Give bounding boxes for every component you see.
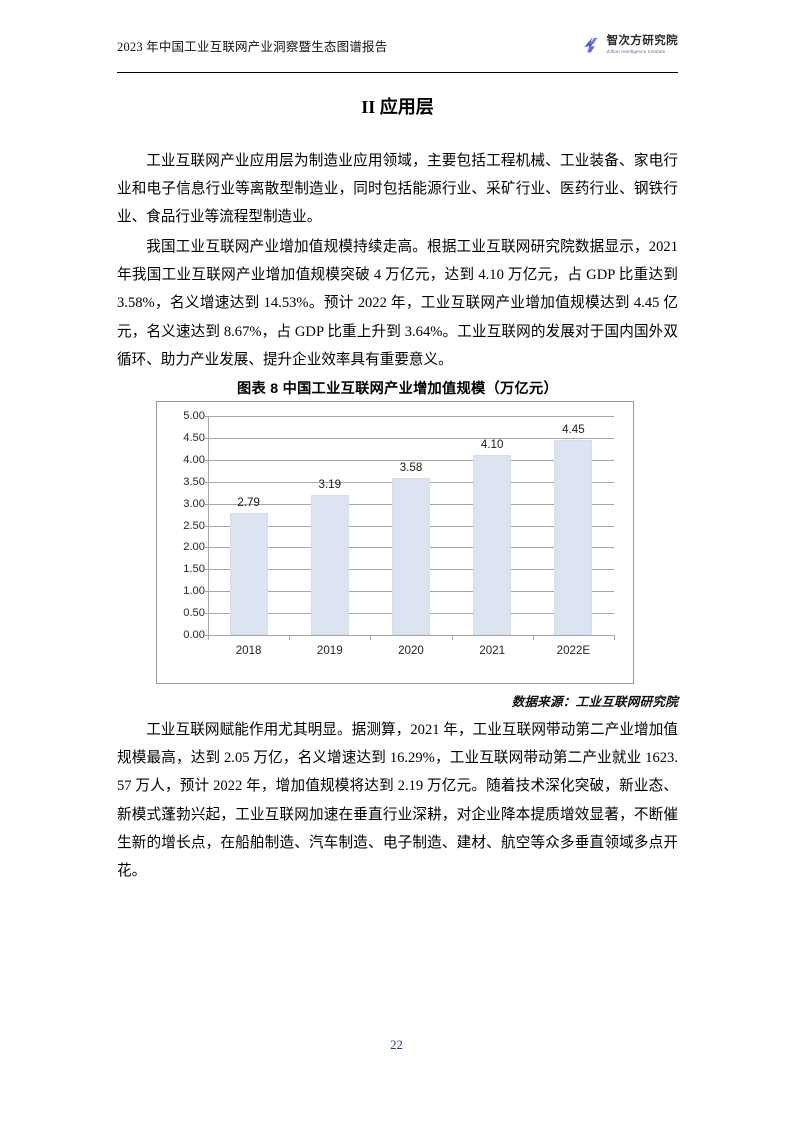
chart-x-tick-label: 2018 xyxy=(235,644,262,657)
body-paragraph-3: 工业互联网赋能作用尤其明显。据测算，2021 年，工业互联网带动第二产业增加值规… xyxy=(117,722,678,880)
logo-english-name: Zillion Intelligence Institute xyxy=(606,48,666,54)
chart-y-tick xyxy=(204,591,208,593)
chart-gridline xyxy=(208,459,614,461)
chart-bar xyxy=(392,478,430,635)
chart-y-tick xyxy=(204,569,208,571)
chart-bar xyxy=(229,512,268,635)
chart-y-tick xyxy=(204,547,208,549)
logo-chinese-name: 智次方研究院 xyxy=(606,35,678,48)
chart-x-axis: 2018 2019 2020 2021 2022E xyxy=(208,635,615,669)
chart-y-tick-label: 4.50 xyxy=(183,431,205,444)
chart-y-tick-label: 1.50 xyxy=(183,563,205,576)
chart-y-tick-label: 4.00 xyxy=(183,453,205,466)
bar-chart: 5.00 4.50 4.00 3.50 3.00 2.50 2.00 1.50 1.00 0.50… xyxy=(156,401,634,684)
chart-gridline xyxy=(208,635,614,636)
chart-y-tick-label: 3.00 xyxy=(183,497,205,510)
chart-y-tick xyxy=(204,525,208,527)
header-divider-rule xyxy=(117,72,678,73)
chart-y-tick xyxy=(204,613,208,615)
chart-bar xyxy=(554,440,593,635)
chart-y-tick xyxy=(204,459,208,461)
chart-y-tick xyxy=(204,635,208,636)
chart-y-tick-label: 2.50 xyxy=(183,519,205,532)
chart-y-tick xyxy=(204,503,208,505)
chart-x-tick xyxy=(370,635,372,640)
figure-caption: 图表 8 中国工业互联网产业增加值规模（万亿元） xyxy=(237,381,558,397)
chart-bar-value-label: 2.79 xyxy=(237,495,260,509)
chart-bar-value-label: 4.45 xyxy=(562,423,585,437)
chart-y-tick-label: 3.50 xyxy=(183,475,205,488)
chart-bar-value-label: 3.19 xyxy=(318,478,342,492)
chart-bar xyxy=(473,455,512,635)
chart-x-tick-label: 2020 xyxy=(398,644,424,657)
zillion-z-logo-icon xyxy=(583,37,598,53)
logo-text: 智次方研究院 Zillion Intelligence Institute xyxy=(607,36,678,54)
body-paragraph-2: 我国工业互联网产业增加值规模持续走高。根据工业互联网研究院数据显示，2021 年… xyxy=(117,239,678,368)
chart-y-tick xyxy=(204,481,208,483)
chart-y-tick-label: 0.50 xyxy=(183,607,205,620)
page-number: 22 xyxy=(390,1038,403,1052)
chart-x-tick-label: 2022E xyxy=(556,644,591,657)
chart-x-tick xyxy=(614,635,615,640)
chart-bar xyxy=(310,495,349,635)
chart-x-tick-label: 2021 xyxy=(479,644,506,657)
chart-x-tick xyxy=(451,635,453,640)
chart-y-axis-labels: 5.00 4.50 4.00 3.50 3.00 2.50 2.00 1.50 1.00 0.50… xyxy=(157,410,205,641)
chart-bar-value-label: 3.58 xyxy=(399,461,423,475)
chart-y-tick-label: 2.00 xyxy=(183,541,205,554)
chart-y-tick-label: 1.00 xyxy=(183,585,205,598)
chart-x-tick xyxy=(289,635,291,640)
chart-y-tick xyxy=(204,416,208,417)
figure-source-note: 数据来源：工业互联网研究院 xyxy=(511,695,678,709)
chart-gridline xyxy=(208,416,614,417)
publisher-logo: 智次方研究院 Zillion Intelligence Institute xyxy=(581,34,678,56)
header-report-title: 2023 年中国工业互联网产业洞察暨生态图谱报告 xyxy=(117,40,388,54)
chart-y-tick-label: 5.00 xyxy=(183,410,205,422)
chart-x-tick xyxy=(208,635,209,640)
body-paragraph-1: 工业互联网产业应用层为制造业应用领域，主要包括工程机械、工业装备、家电行业和电子… xyxy=(117,153,678,226)
section-heading: II 应用层 xyxy=(361,97,434,117)
chart-bar-value-label: 4.10 xyxy=(480,438,504,452)
chart-gridline xyxy=(208,437,614,439)
chart-x-tick-label: 2019 xyxy=(316,644,343,657)
chart-y-tick-label: 0.00 xyxy=(183,629,205,641)
page-header: 2023 年中国工业互联网产业洞察暨生态图谱报告 智次方研究院 Zillion … xyxy=(117,34,678,70)
chart-plot-area: 2.79 3.19 3.58 4.10 4.45 xyxy=(204,416,614,636)
chart-y-tick xyxy=(204,437,208,439)
chart-x-tick xyxy=(532,635,534,640)
